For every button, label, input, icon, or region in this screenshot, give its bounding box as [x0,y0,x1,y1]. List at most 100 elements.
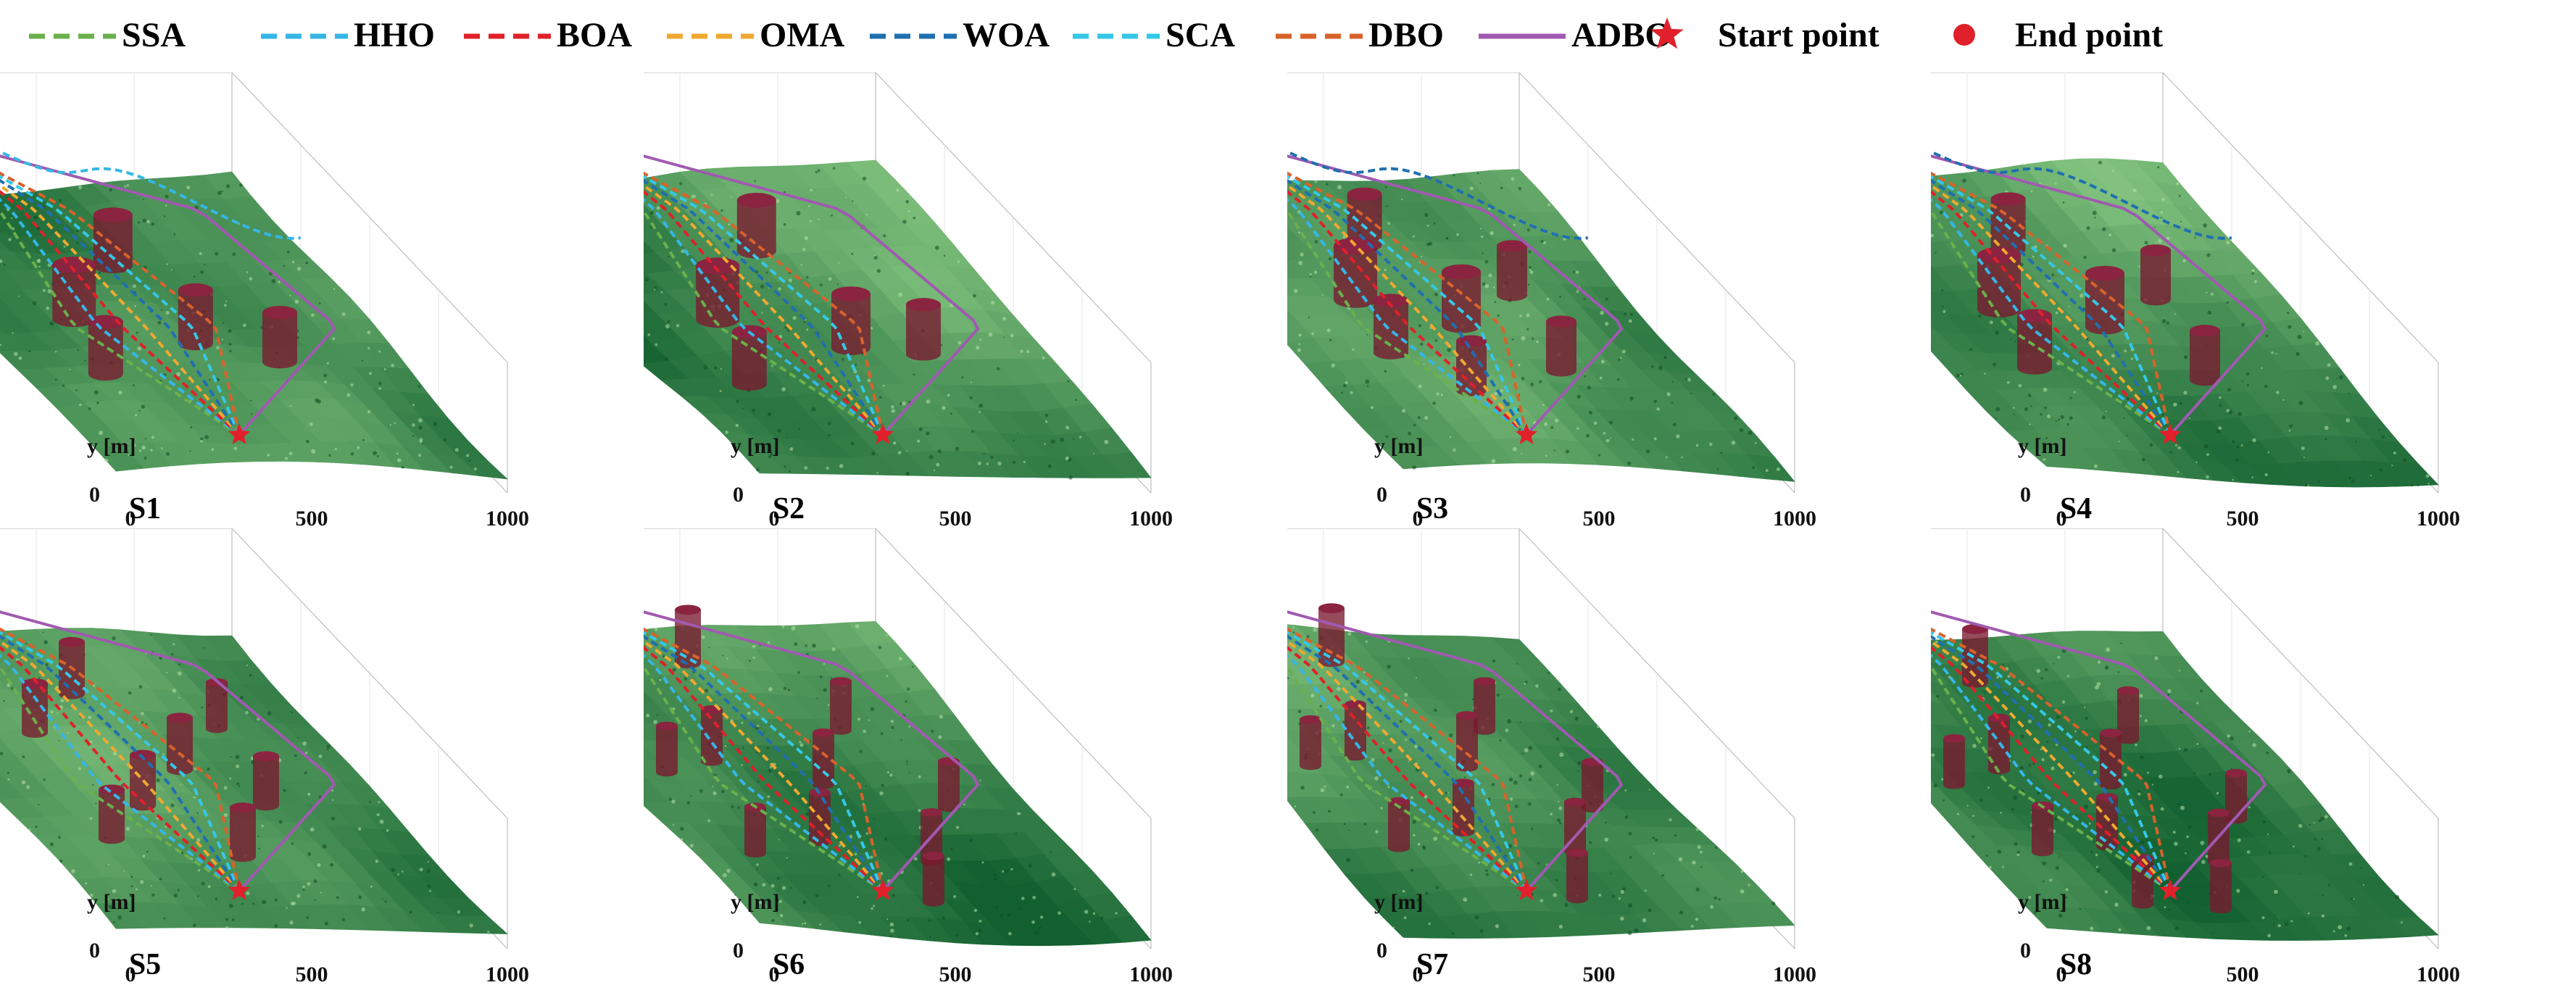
path-oma [1931,183,2172,436]
obstacle-cylinder [1474,677,1495,735]
path-hho [0,653,241,892]
y-axis-label: y [m] [2018,890,2066,914]
obstacle-cylinder [2140,244,2171,306]
path-oma [1931,639,2172,892]
path-sca [1931,175,2172,436]
obstacle-cylinder [1453,778,1474,836]
path-dbo [0,171,241,436]
path-boa [644,190,884,436]
path-hho [0,197,241,436]
start-point-star-icon [871,879,894,900]
path-adbo [1931,610,2267,892]
legend-label: OMA [760,16,845,54]
path-adbo [644,154,980,436]
path-oma [1287,183,1528,436]
path-dbo [644,627,884,892]
y-tick-label: 0 [2020,483,2031,507]
path-dbo [1931,627,2172,892]
path-hho [1287,197,1528,436]
obstacle-cylinder [2210,858,2232,914]
flight-paths [1287,610,1624,892]
obstacle-cylinder [178,283,213,351]
x-tick-label: 0 [769,963,780,984]
path-excursion [0,149,301,240]
path-dbo [1287,627,1528,892]
subplot-s6: 05001000050010000500x [m]y [m]z [m]S6 [644,528,1287,984]
subplot-svg: 05001000050010000500x [m]y [m]z [m]S8 [1931,528,2460,984]
legend-item-ssa: SSA [29,16,186,54]
start-point-star-icon [1515,879,1538,900]
flight-paths [0,610,336,892]
flight-paths [1931,149,2267,436]
flight-paths [1931,610,2267,892]
path-woa [1287,178,1528,436]
y-axis-label: y [m] [87,890,136,914]
obstacle-cylinder [2117,686,2139,744]
path-hho [1287,653,1528,892]
x-tick-label: 500 [1583,507,1616,528]
axis-labels: 05001000050010000500x [m]y [m]z [m] [731,434,1173,528]
path-oma [644,183,884,436]
legend-label: Start point [1718,16,1879,54]
obstacle-cylinder [701,705,723,766]
path-hho [644,653,884,892]
obstacle-cylinder [253,751,279,811]
x-tick-label: 500 [939,963,972,984]
path-adbo [1287,610,1624,892]
y-tick-label: 0 [1376,483,1387,507]
path-ssa [0,209,241,436]
legend-item-sca: SCA [1073,16,1235,54]
obstacle-cylinder [2096,792,2118,851]
path-adbo [644,610,980,892]
legend-label: SSA [122,16,186,54]
path-adbo [1287,154,1624,436]
y-tick-label: 0 [733,939,744,963]
subplot-title: S3 [1416,492,1448,525]
path-hho [644,197,884,436]
legend-item-adbo: ADBO [1479,16,1672,54]
legend-item-hho: HHO [261,16,435,54]
subplot-svg: 05001000050010000200400x [m]y [m]z [m]S1 [0,72,529,528]
x-tick-label: 1000 [2417,963,2460,984]
path-dbo [1287,171,1528,436]
circle-icon [1953,24,1975,46]
x-tick-label: 0 [125,963,136,984]
path-ssa [1931,209,2172,436]
obstacle-cylinder [1334,237,1377,308]
flight-paths [0,149,336,436]
path-excursion [1287,149,1588,240]
x-tick-label: 0 [769,507,780,528]
y-axis-label: y [m] [731,434,779,458]
start-point-star-icon [228,879,251,900]
subplot-s8: 05001000050010000500x [m]y [m]z [m]S8 [1931,528,2575,984]
terrain-surface [1931,631,2439,941]
y-axis-label: y [m] [87,434,136,458]
obstacle-cylinder [93,207,133,273]
path-woa [0,634,241,892]
start-point-star-icon [228,423,251,444]
path-ssa [644,209,884,436]
path-dbo [1931,171,2172,436]
y-axis-label: y [m] [2018,434,2066,458]
obstacle-cylinder [262,305,297,369]
x-tick-label: 500 [939,507,972,528]
path-ssa [644,665,884,892]
x-tick-label: 0 [1413,963,1424,984]
legend-item-oma: OMA [667,16,845,54]
start-point-star-icon [2159,423,2182,444]
path-adbo [0,610,336,892]
path-excursion [1931,149,2232,240]
x-tick-label: 0 [125,507,136,528]
subplot-title: S6 [773,948,805,981]
legend-item-start-point: Start point [1650,16,1879,54]
obstacle-cylinder [1546,315,1576,377]
obstacle-cylinder [906,298,941,361]
legend-label: BOA [557,16,632,54]
obstacle-cylinder [736,192,776,259]
path-boa [1931,190,2172,436]
start-point-star-icon [871,423,894,444]
path-ssa [1931,665,2172,892]
legend-item-woa: WOA [870,16,1050,54]
axes-box [1287,528,1795,949]
obstacle-cylinder [2190,325,2220,386]
